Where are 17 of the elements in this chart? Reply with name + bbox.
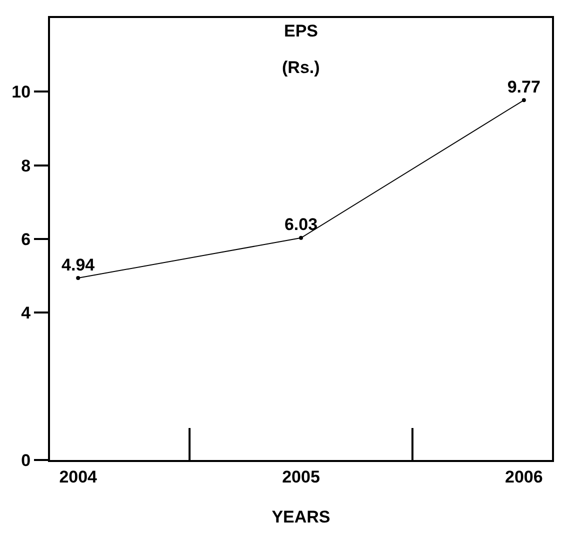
y-tick-label: 6 (21, 230, 31, 249)
point (299, 236, 303, 240)
y-tick-label: 0 (21, 450, 31, 470)
x-tick-label: 2004 (59, 467, 98, 486)
x-axis-title: YEARS (272, 507, 330, 526)
data-label: 4.94 (62, 255, 96, 274)
text: (Rs.) (282, 58, 320, 77)
y-tick-label: 4 (21, 304, 32, 323)
point (522, 98, 526, 102)
y-tick-label: 10 (12, 82, 31, 102)
chart-title: EPS (284, 21, 318, 40)
y-tick-label: 8 (21, 156, 31, 176)
point (76, 276, 80, 280)
data-label: 6.03 (284, 215, 318, 234)
x-tick-label: 2006 (504, 467, 543, 486)
data-label: 9.77 (507, 77, 540, 96)
x-tick-label: 2005 (282, 467, 320, 486)
